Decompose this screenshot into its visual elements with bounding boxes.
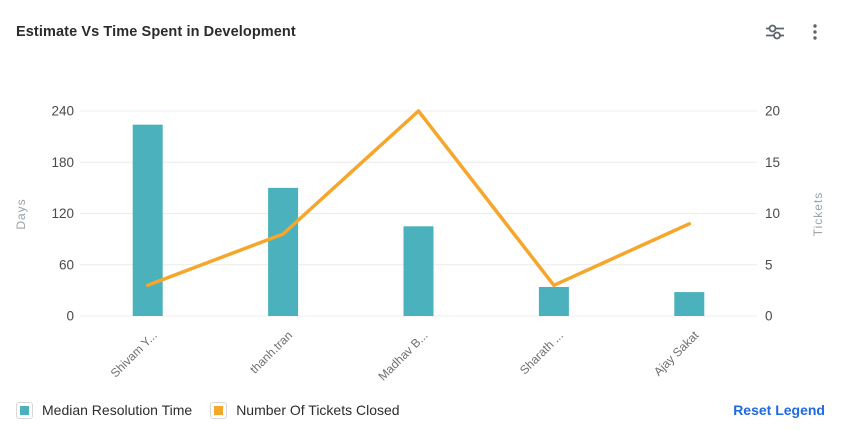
x-axis-category-label: Ajay Sakat xyxy=(651,328,702,379)
line-number-of-tickets-closed[interactable] xyxy=(145,109,692,288)
x-axis-category-label: Shivam Y... xyxy=(108,328,160,380)
right-axis-tick-label: 0 xyxy=(765,309,773,324)
left-axis-tick-label: 60 xyxy=(59,257,74,272)
right-axis-tick-label: 5 xyxy=(765,257,773,272)
chart-settings-sliders-icon[interactable] xyxy=(763,20,787,44)
left-axis-title: Days xyxy=(14,198,28,229)
reset-legend-link[interactable]: Reset Legend xyxy=(733,402,825,418)
right-axis-tick-label: 10 xyxy=(765,206,780,221)
x-axis-category-label: Sharath ... xyxy=(517,328,566,377)
right-axis-tick-label: 15 xyxy=(765,155,780,170)
bar-median-resolution-time[interactable] xyxy=(268,187,299,316)
x-axis-category-label: thanh.tran xyxy=(247,328,295,376)
bar-median-resolution-time[interactable] xyxy=(538,286,569,316)
left-axis-tick-label: 180 xyxy=(51,155,74,170)
legend-swatch-color xyxy=(20,405,29,415)
widget-title: Estimate Vs Time Spent in Development xyxy=(16,24,296,40)
right-axis-title: Tickets xyxy=(811,192,825,237)
more-options-kebab-icon[interactable] xyxy=(803,20,827,44)
bar-median-resolution-time[interactable] xyxy=(403,226,434,316)
combo-chart: 0 60 120 180 240 0 5 10 15 20 Days Tickets Shivam Y.… xyxy=(14,104,825,384)
bar-median-resolution-time[interactable] xyxy=(674,292,705,316)
legend-item-number-of-tickets-closed[interactable]: Number Of Tickets Closed xyxy=(210,401,400,419)
x-axis-category-label: Madhav B... xyxy=(375,328,430,383)
left-axis-tick-label: 240 xyxy=(51,104,74,119)
legend-label: Median Resolution Time xyxy=(42,402,193,418)
legend-swatch-line-series xyxy=(210,401,228,419)
legend-swatch-color xyxy=(214,405,224,415)
left-axis-tick-label: 0 xyxy=(66,309,74,324)
right-axis-tick-label: 20 xyxy=(765,104,780,119)
legend-label: Number Of Tickets Closed xyxy=(236,402,400,418)
widget-header: Estimate Vs Time Spent in Development xyxy=(16,20,827,44)
legend-row: Median Resolution Time Number Of Tickets… xyxy=(16,398,825,422)
legend-item-median-resolution-time[interactable]: Median Resolution Time xyxy=(16,401,193,419)
left-axis-tick-label: 120 xyxy=(51,206,74,221)
header-icons xyxy=(763,20,827,44)
bar-median-resolution-time[interactable] xyxy=(132,124,163,317)
legend-swatch-bar-series xyxy=(16,401,33,419)
